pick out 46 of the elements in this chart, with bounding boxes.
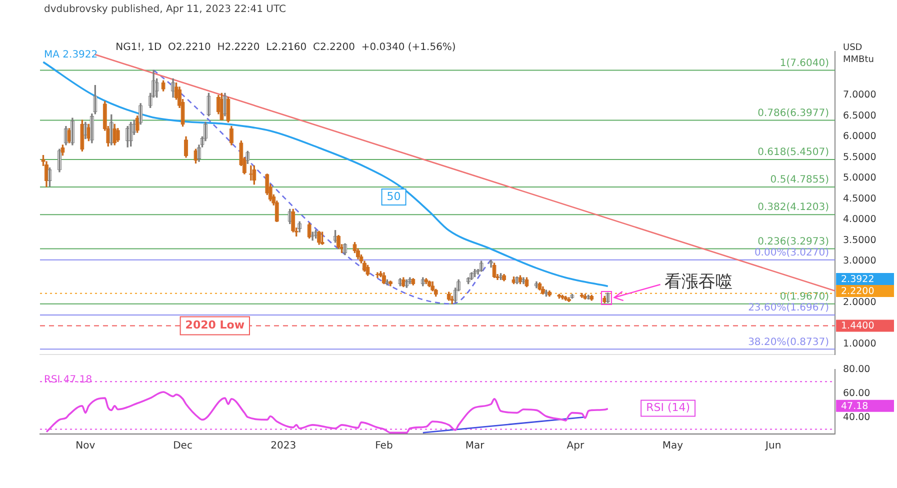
- ref-line-label: 0.236(3.2973): [758, 236, 830, 248]
- text: 2.3922: [841, 274, 874, 285]
- y-tick-label: 80.00: [843, 364, 870, 376]
- series-label: RSI 47.18: [44, 374, 92, 386]
- annotation: RSI (14): [646, 401, 690, 414]
- y-tick-label: 60.00: [843, 388, 870, 399]
- y-tick-label: 3.5000: [843, 234, 876, 246]
- ref-line-label: 2020 Low: [185, 318, 244, 332]
- y-tick-label: 4.5000: [843, 193, 876, 204]
- ref-line-label: 2.2200: [841, 286, 874, 297]
- x-tick-label: Feb: [375, 440, 393, 452]
- text: 1.4400: [841, 320, 874, 332]
- ref-line-label: 0(1.9670): [780, 291, 830, 302]
- text: 47.18: [841, 400, 868, 412]
- y-axis-title: USD MMBtu: [843, 42, 874, 66]
- series-label: MA 2.3922: [44, 49, 98, 60]
- x-tick-label: 2023: [270, 440, 296, 452]
- x-tick-label: Apr: [566, 440, 585, 452]
- x-tick-label: Mar: [465, 440, 486, 452]
- ref-line-label: 1(7.6040): [780, 58, 830, 69]
- ref-line-label: 0.382(4.1203): [758, 202, 830, 214]
- annotation: 看漲吞噬: [664, 272, 732, 292]
- y-tick-label: 3.0000: [843, 256, 876, 266]
- y-tick-label: 4.0000: [843, 214, 876, 226]
- x-tick-label: Jun: [764, 440, 782, 452]
- x-tick-label: Nov: [76, 440, 96, 452]
- ref-line-label: 0.618(5.4507): [758, 147, 830, 158]
- y-tick-label: 2.0000: [843, 296, 876, 308]
- y-tick-label: 40.00: [843, 412, 870, 423]
- annotation: 50: [386, 190, 401, 203]
- ref-line-label: 0.786(6.3977): [758, 108, 830, 119]
- ref-line-label: 23.60%(1.6967): [748, 302, 830, 314]
- y-tick-label: 5.5000: [843, 152, 876, 163]
- y-tick-label: 5.0000: [843, 172, 876, 184]
- x-tick-label: Dec: [173, 440, 192, 452]
- ref-line-label: 0.5(4.7855): [770, 174, 830, 186]
- line-series: [42, 61, 609, 288]
- chart-subtitle: dvdubrovsky published, Apr 11, 2023 22:41 UTC: [44, 4, 286, 15]
- y-tick-label: 6.5000: [843, 110, 876, 122]
- y-tick-label: 7.0000: [843, 90, 876, 101]
- chart-title: NG1!, 1D O2.2210 H2.2220 L2.2160 C2.2200 +0.0340 (+1.56%): [116, 42, 456, 53]
- x-tick-label: May: [662, 440, 684, 452]
- ref-line-label: 0.00%(3.0270): [754, 248, 830, 259]
- ref-line-label: 38.20%(0.8737): [748, 336, 830, 348]
- y-tick-label: 1.0000: [843, 338, 876, 350]
- y-tick-label: 6.0000: [843, 131, 876, 142]
